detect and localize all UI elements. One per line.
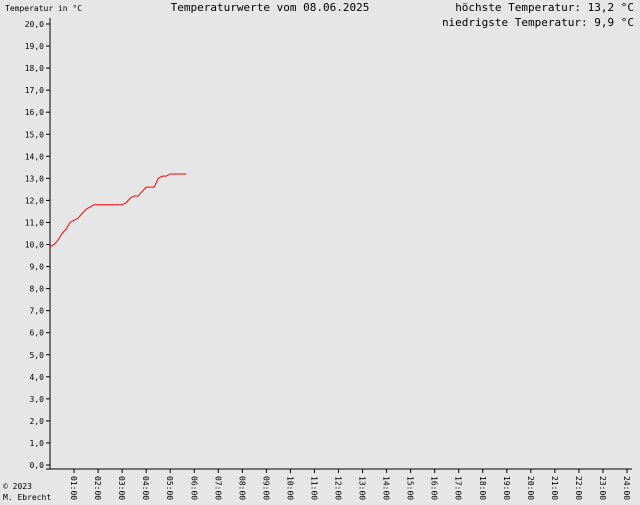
credit: © 2023 [3, 482, 32, 491]
y-tick-label: 4,0 [30, 373, 45, 382]
x-tick-label: 19:00 [502, 476, 511, 500]
x-tick-label: 07:00 [213, 476, 222, 500]
y-tick-label: 16,0 [25, 108, 44, 117]
x-tick-label: 02:00 [93, 476, 102, 500]
x-tick-label: 22:00 [574, 476, 583, 500]
x-tick-label: 11:00 [309, 476, 318, 500]
y-tick-label: 10,0 [25, 241, 44, 250]
y-tick-label: 20,0 [25, 20, 44, 29]
x-tick-label: 10:00 [285, 476, 294, 500]
x-tick-label: 09:00 [261, 476, 270, 500]
x-tick-label: 23:00 [598, 476, 607, 500]
y-tick-label: 7,0 [30, 307, 45, 316]
y-tick-label: 3,0 [30, 395, 45, 404]
x-tick-label: 15:00 [406, 476, 415, 500]
credit: M. Ebrecht [3, 493, 51, 502]
y-tick-label: 0,0 [30, 461, 45, 470]
x-tick-label: 18:00 [478, 476, 487, 500]
x-tick-label: 13:00 [358, 476, 367, 500]
x-tick-label: 04:00 [141, 476, 150, 500]
x-tick-label: 17:00 [454, 476, 463, 500]
y-tick-label: 5,0 [30, 351, 45, 360]
x-tick-label: 14:00 [382, 476, 391, 500]
x-tick-label: 16:00 [430, 476, 439, 500]
x-tick-label: 03:00 [117, 476, 126, 500]
y-tick-label: 8,0 [30, 285, 45, 294]
y-tick-label: 6,0 [30, 329, 45, 338]
y-tick-label: 13,0 [25, 174, 44, 183]
x-tick-label: 24:00 [622, 476, 631, 500]
line-series [49, 173, 187, 248]
annotation: höchste Temperatur: 13,2 °C [455, 1, 634, 14]
x-tick-label: 12:00 [334, 476, 343, 500]
chart-title: Temperaturwerte vom 08.06.2025 [171, 1, 370, 14]
x-tick-label: 21:00 [550, 476, 559, 500]
x-tick-label: 05:00 [165, 476, 174, 500]
annotation: niedrigste Temperatur: 9,9 °C [442, 16, 634, 29]
y-tick-label: 19,0 [25, 42, 44, 51]
y-tick-label: 18,0 [25, 64, 44, 73]
y-tick-label: 2,0 [30, 417, 45, 426]
y-tick-label: 1,0 [30, 439, 45, 448]
x-tick-label: 06:00 [189, 476, 198, 500]
x-tick-label: 20:00 [526, 476, 535, 500]
y-tick-label: 15,0 [25, 130, 44, 139]
y-tick-label: 11,0 [25, 218, 44, 227]
y-tick-label: 9,0 [30, 263, 45, 272]
x-tick-label: 01:00 [69, 476, 78, 500]
y-tick-label: 14,0 [25, 152, 44, 161]
y-axis-label: Temperatur in °C [5, 4, 82, 13]
x-tick-label: 08:00 [237, 476, 246, 500]
y-tick-label: 17,0 [25, 86, 44, 95]
y-tick-label: 12,0 [25, 196, 44, 205]
